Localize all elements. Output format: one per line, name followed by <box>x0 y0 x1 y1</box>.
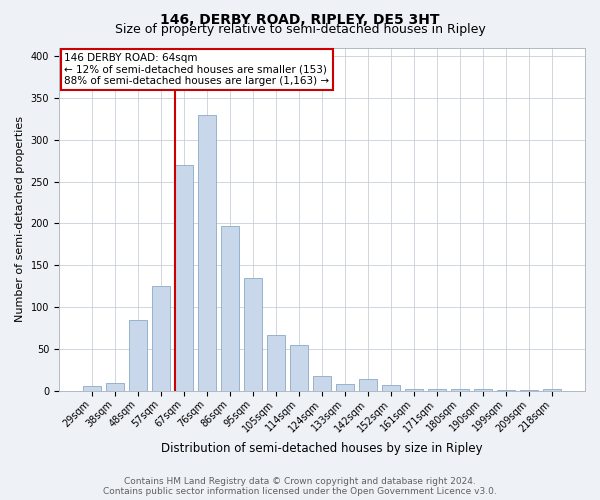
Text: Size of property relative to semi-detached houses in Ripley: Size of property relative to semi-detach… <box>115 22 485 36</box>
Bar <box>497 390 515 391</box>
Bar <box>175 165 193 391</box>
Bar <box>198 114 216 391</box>
Bar <box>474 390 492 391</box>
Bar <box>382 385 400 391</box>
Y-axis label: Number of semi-detached properties: Number of semi-detached properties <box>15 116 25 322</box>
Bar <box>290 345 308 391</box>
Bar <box>520 390 538 391</box>
Bar <box>267 335 285 391</box>
Bar <box>106 382 124 391</box>
Text: Contains HM Land Registry data © Crown copyright and database right 2024.
Contai: Contains HM Land Registry data © Crown c… <box>103 476 497 496</box>
Bar <box>152 286 170 391</box>
Bar <box>129 320 147 391</box>
Bar <box>359 378 377 391</box>
Bar <box>244 278 262 391</box>
X-axis label: Distribution of semi-detached houses by size in Ripley: Distribution of semi-detached houses by … <box>161 442 483 455</box>
Text: 146 DERBY ROAD: 64sqm
← 12% of semi-detached houses are smaller (153)
88% of sem: 146 DERBY ROAD: 64sqm ← 12% of semi-deta… <box>64 52 329 86</box>
Bar <box>428 390 446 391</box>
Bar <box>221 226 239 391</box>
Bar <box>451 390 469 391</box>
Bar <box>405 388 423 391</box>
Bar <box>313 376 331 391</box>
Bar <box>542 388 561 391</box>
Bar <box>83 386 101 391</box>
Bar <box>336 384 354 391</box>
Text: 146, DERBY ROAD, RIPLEY, DE5 3HT: 146, DERBY ROAD, RIPLEY, DE5 3HT <box>160 12 440 26</box>
